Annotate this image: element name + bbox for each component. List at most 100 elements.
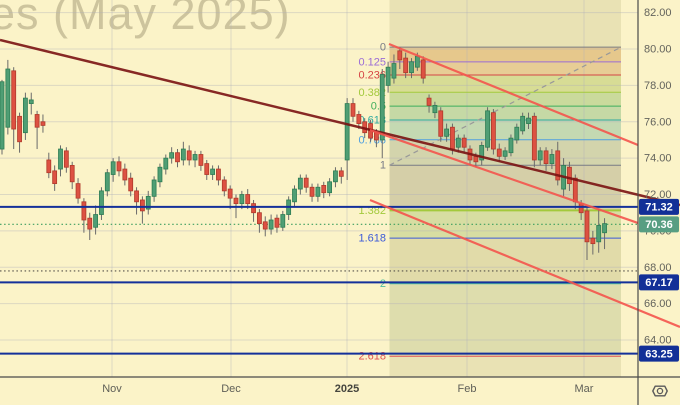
gridlines (0, 0, 638, 377)
candle-down (262, 221, 268, 230)
candle-up (110, 161, 116, 175)
candle-down (233, 197, 239, 205)
fib-level-label: 2 (380, 278, 386, 290)
red-channel-lower[interactable] (369, 198, 680, 329)
candle-down (461, 137, 467, 148)
candle-down (309, 186, 315, 197)
candle-up (5, 68, 11, 128)
time-tick-label: 2025 (335, 383, 359, 395)
price-badge: 67.17 (639, 274, 679, 291)
candle-down (496, 148, 502, 157)
candle-up (297, 177, 303, 190)
price-axis[interactable]: 82.0080.0078.0076.0074.0072.0070.0068.00… (644, 7, 672, 346)
candle-down (139, 199, 145, 212)
candle-down (69, 165, 75, 183)
price-tick-label: 64.00 (644, 335, 672, 347)
red-channel-mid[interactable] (369, 128, 639, 225)
candle-up (508, 137, 514, 154)
fib-dashed-baseline[interactable] (389, 46, 622, 166)
price-tick-label: 78.00 (644, 80, 672, 92)
candle-down (356, 114, 362, 124)
candle-up (502, 150, 508, 157)
candle-up (596, 225, 602, 243)
candle-down (11, 70, 17, 130)
candle-down (397, 50, 403, 61)
price-badge: 71.32 (639, 198, 679, 215)
candlestick-series[interactable] (0, 47, 607, 261)
candle-down (274, 217, 280, 228)
candle-up (344, 103, 350, 161)
candle-down (438, 110, 444, 137)
candle-down (426, 97, 432, 106)
candle-up (414, 55, 420, 68)
price-tick-label: 82.00 (644, 7, 672, 19)
axis-settings-button[interactable] (649, 381, 671, 401)
candle-up (99, 190, 104, 215)
fib-level-label: 0 (380, 42, 386, 54)
candle-down (450, 126, 455, 150)
candle-down (303, 177, 309, 188)
fib-level-label: 1 (380, 160, 386, 172)
candle-down (531, 115, 537, 161)
candle-down (122, 168, 128, 181)
candle-down (175, 152, 180, 163)
candle-up (549, 154, 555, 164)
candle-down (198, 154, 204, 166)
candle-down (116, 161, 122, 172)
candle-up (268, 219, 274, 230)
candle-down (75, 183, 81, 199)
candle-down (473, 155, 479, 163)
candle-down (590, 237, 596, 245)
candle-up (157, 166, 163, 183)
candle-up (537, 150, 543, 161)
candle-down (420, 59, 426, 79)
candle-up (432, 104, 438, 114)
candle-up (385, 66, 391, 86)
candle-up (327, 181, 333, 194)
candle-down (245, 194, 251, 205)
candle-down (40, 121, 46, 126)
candle-down (216, 168, 221, 181)
candle-down (251, 203, 256, 214)
candle-down (578, 203, 584, 214)
candle-up (514, 126, 520, 141)
candle-up (526, 117, 531, 124)
candle-up (280, 214, 286, 228)
candle-up (192, 154, 198, 161)
red-channel-upper[interactable] (388, 42, 639, 147)
time-tick-label: Dec (221, 383, 241, 395)
candle-down (186, 150, 192, 161)
fib-level-label: 0.786 (358, 134, 386, 146)
candle-down (204, 163, 210, 175)
fib-level-label: 0.125 (358, 56, 386, 68)
candle-down (34, 114, 40, 128)
candle-down (572, 177, 578, 203)
candle-up (602, 223, 607, 234)
svg-text:70.36: 70.36 (645, 219, 673, 231)
maroon-downtrend[interactable] (0, 38, 680, 207)
candle-down (350, 103, 356, 117)
candle-up (104, 172, 110, 192)
price-tick-label: 74.00 (644, 153, 672, 165)
fib-level-label: 1.618 (358, 233, 386, 245)
fib-shaded-region (389, 0, 621, 377)
fib-level-label: 0.382 (358, 87, 386, 99)
candle-down (555, 150, 561, 181)
candle-down (221, 179, 227, 192)
candle-down (46, 159, 52, 174)
candle-down (567, 166, 572, 185)
candle-up (22, 97, 28, 134)
candle-down (338, 170, 344, 177)
time-tick-label: Mar (575, 383, 594, 395)
fib-level-label: 2.618 (358, 351, 386, 363)
candle-up (239, 194, 245, 205)
contract-watermark: es (May 2025) (0, 0, 291, 39)
price-tick-label: 68.00 (644, 262, 672, 274)
candle-up (379, 74, 385, 141)
time-axis[interactable]: Nov Dec 2025 Feb Mar (102, 383, 594, 395)
candle-up (28, 99, 34, 104)
price-badge: 63.25 (639, 345, 679, 362)
candle-up (391, 63, 397, 79)
